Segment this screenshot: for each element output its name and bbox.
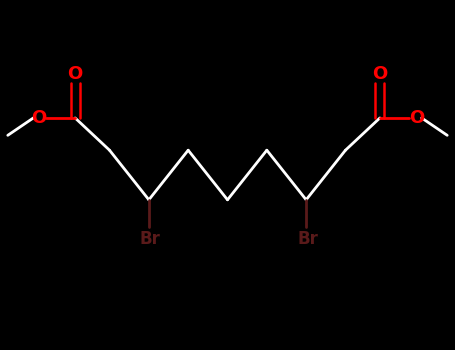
Text: O: O xyxy=(31,109,46,127)
Text: Br: Br xyxy=(140,231,161,248)
Text: Br: Br xyxy=(297,231,318,248)
Text: O: O xyxy=(67,65,83,83)
Text: O: O xyxy=(372,65,388,83)
Text: O: O xyxy=(409,109,424,127)
